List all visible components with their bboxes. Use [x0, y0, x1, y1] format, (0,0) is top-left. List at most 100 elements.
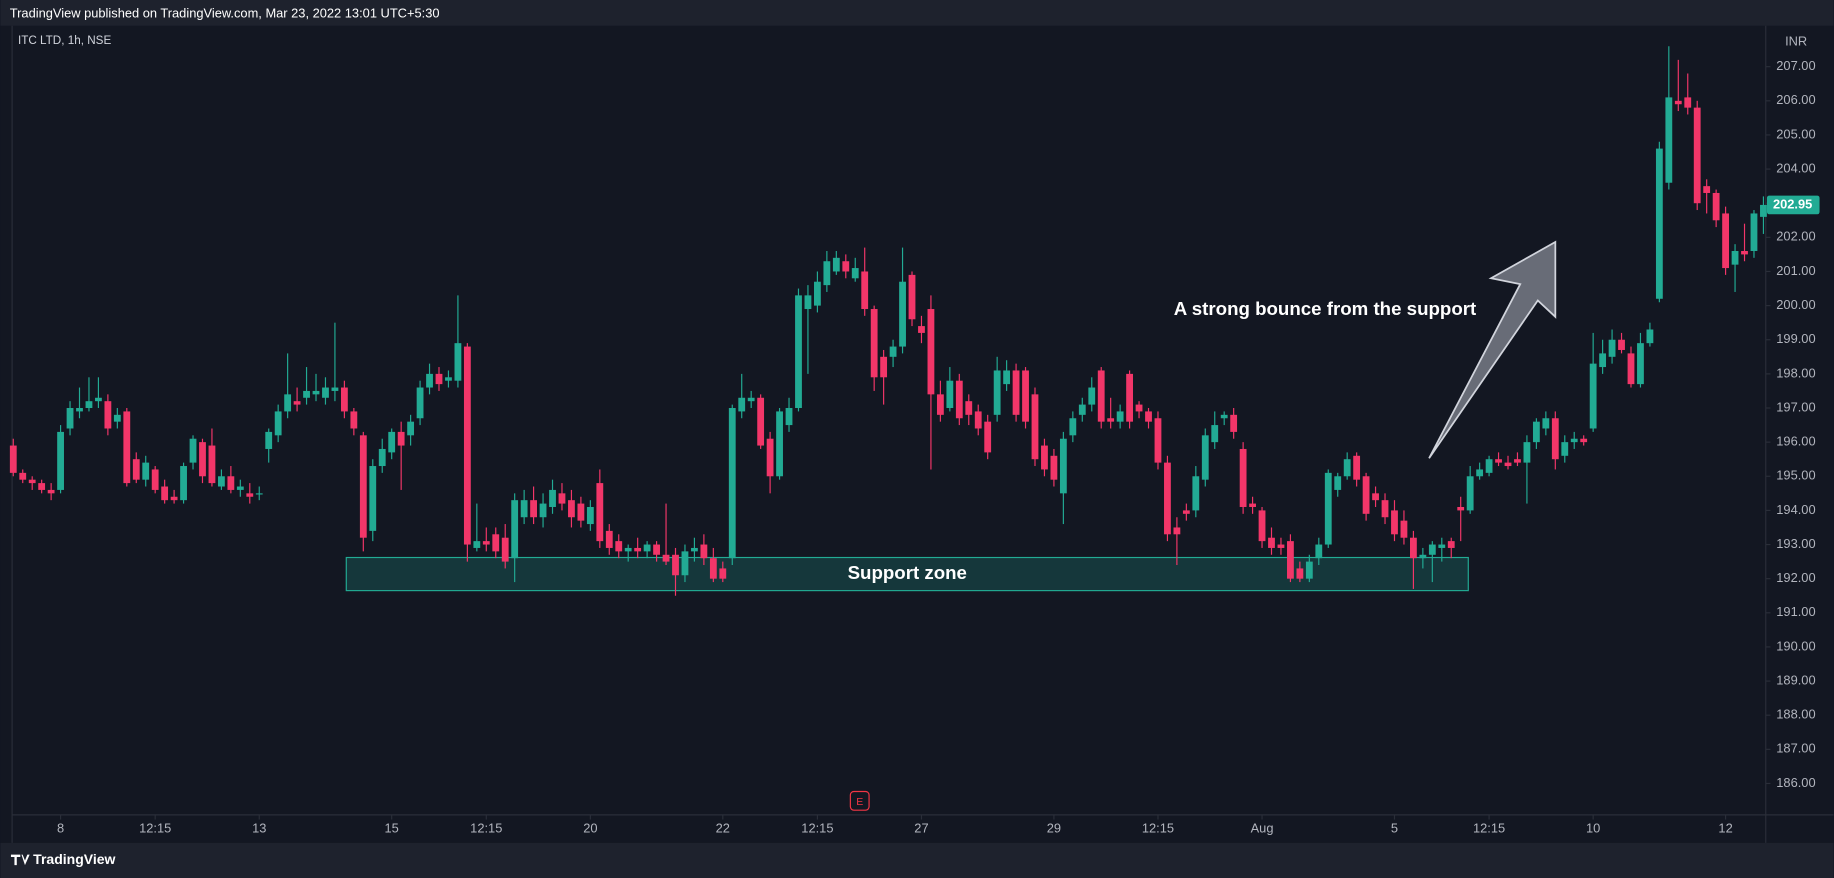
y-tick-label: 196.00: [1776, 434, 1815, 449]
candle-body: [1438, 544, 1446, 548]
candle-body: [1646, 329, 1654, 344]
candle-body: [1315, 544, 1323, 559]
candle-body: [76, 408, 83, 412]
candle-body: [1599, 353, 1607, 368]
candle-body: [1419, 554, 1427, 559]
earnings-icon: [849, 790, 870, 811]
candle-body: [1277, 544, 1285, 548]
candle-body: [312, 390, 320, 395]
candle-body: [1637, 343, 1644, 385]
candle-body: [47, 489, 55, 494]
candle-body: [1551, 418, 1559, 460]
candle-body: [908, 274, 916, 320]
candle-body: [1287, 541, 1294, 579]
candle-body: [795, 295, 802, 409]
candle-body: [95, 397, 102, 402]
header-bar: [0, 0, 1834, 26]
candle-body: [161, 486, 169, 501]
support-zone-label: Support zone: [848, 562, 967, 583]
annotation: A strong bounce from the support: [1174, 298, 1476, 319]
candle-body: [1239, 448, 1247, 507]
x-tick-label: 12:15: [1142, 820, 1174, 835]
candle-body: [435, 373, 443, 385]
candle-body: [208, 445, 216, 484]
candle-body: [492, 534, 500, 552]
candle-body: [586, 506, 594, 525]
candle-body: [426, 373, 433, 388]
candle-body: [416, 387, 424, 419]
candle-body: [1107, 418, 1115, 422]
x-tick-label: 12:15: [801, 820, 833, 835]
candle-body: [605, 530, 613, 548]
candle-body: [1088, 387, 1096, 405]
candle-body: [151, 469, 159, 490]
candle-body: [804, 295, 812, 310]
candle-body: [1249, 503, 1256, 507]
candle-body: [577, 503, 585, 521]
candle-body: [549, 489, 556, 507]
candle-body: [1561, 442, 1569, 456]
candle-body: [757, 397, 765, 446]
candle-body: [1608, 339, 1616, 357]
candle-body: [1693, 107, 1701, 204]
y-tick-label: 206.00: [1776, 92, 1815, 107]
y-tick-label: 198.00: [1776, 365, 1815, 380]
candles: [9, 46, 1767, 596]
candle-body: [1050, 455, 1058, 480]
candle-body: [899, 281, 906, 347]
axes: 186.00 187.00 188.00 189.00 190.00 191.00 192.…: [57, 58, 1820, 835]
candle-body: [1684, 97, 1692, 108]
y-tick-label: 193.00: [1776, 536, 1815, 551]
candle-body: [1655, 148, 1663, 299]
candle-body: [9, 445, 17, 473]
candle-body: [1182, 510, 1190, 514]
candle-body: [1145, 411, 1152, 422]
candle-body: [634, 547, 642, 552]
candle-body: [1305, 561, 1313, 579]
y-tick-label: 188.00: [1776, 707, 1815, 722]
candle-body: [57, 431, 64, 490]
candle-body: [1012, 370, 1020, 415]
y-tick-label: 200.00: [1776, 297, 1815, 312]
candle-body: [1201, 435, 1209, 480]
candle-body: [1192, 476, 1200, 511]
candle-body: [1268, 537, 1275, 548]
y-tick-label: 194.00: [1776, 502, 1815, 517]
x-tick-label: Aug: [1251, 820, 1274, 835]
candle-body: [1476, 469, 1484, 477]
candle-body: [1173, 527, 1181, 535]
candle-body: [1504, 462, 1512, 467]
candle-body: [1466, 476, 1474, 511]
candle-body: [350, 411, 358, 429]
y-tick-label: 207.00: [1776, 58, 1815, 73]
candle-body: [653, 544, 660, 555]
candle-body: [19, 472, 27, 480]
x-tick-label: 12: [1718, 820, 1732, 835]
x-tick-label: 15: [385, 820, 399, 835]
candle-body: [1154, 418, 1162, 463]
candle-body: [643, 544, 651, 552]
x-tick-label: 22: [716, 820, 730, 835]
candle-body: [322, 387, 329, 398]
candle-body: [85, 401, 93, 409]
candle-body: [255, 493, 263, 495]
candle-body: [142, 462, 150, 480]
candle-body: [1372, 493, 1379, 501]
candle-body: [1220, 414, 1228, 419]
candle-body: [700, 544, 708, 559]
candle-body: [397, 431, 405, 446]
support-zone: [345, 556, 1469, 592]
candle-body: [123, 411, 131, 484]
candle-body: [445, 377, 452, 381]
y-tick-label: 191.00: [1776, 604, 1815, 619]
candle-body: [1731, 250, 1739, 265]
x-tick-label: 12:15: [1473, 820, 1505, 835]
candle-body: [1381, 500, 1389, 518]
candle-body: [1059, 438, 1067, 494]
candle-body: [870, 309, 878, 378]
y-tick-label: 202.00: [1776, 229, 1815, 244]
candle-body: [473, 541, 481, 548]
x-tick-label: 12:15: [470, 820, 502, 835]
